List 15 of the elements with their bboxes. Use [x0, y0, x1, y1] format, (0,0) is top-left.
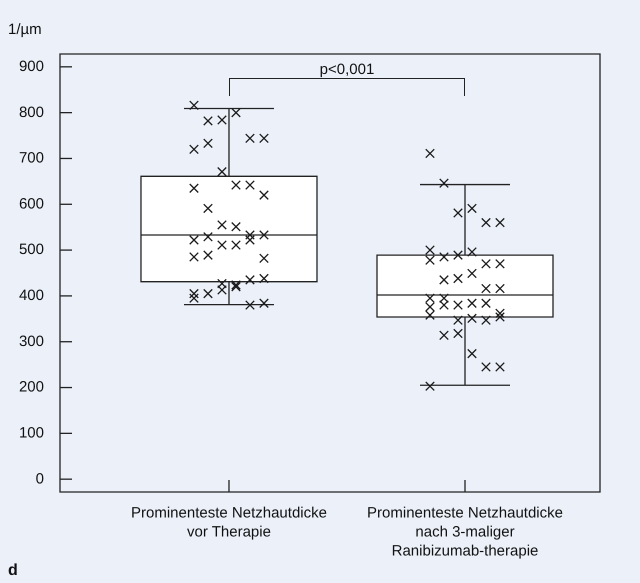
annotation: p<0,001: [320, 61, 374, 78]
x-tick-label: Prominenteste Netzhautdicke vor Therapie: [131, 504, 327, 541]
y-tick-label: 300: [18, 332, 44, 350]
y-tick-label: 0: [36, 470, 44, 488]
y-tick-label: 900: [18, 58, 44, 75]
y-axis-title: 1/µm: [8, 21, 42, 38]
y-tick-label: 200: [18, 378, 44, 396]
y-tick-label: 700: [18, 150, 44, 167]
text: d: [8, 562, 18, 579]
y-tick-label: 800: [18, 104, 44, 121]
y-tick-label: 400: [18, 287, 44, 304]
y-tick-label: 500: [18, 241, 44, 258]
x-tick-label: Prominenteste Netzhautdicke nach 3-maliger Ranibizumab-therapie: [367, 504, 563, 560]
y-tick-label: 100: [18, 424, 44, 442]
y-tick-label: 600: [18, 195, 44, 212]
